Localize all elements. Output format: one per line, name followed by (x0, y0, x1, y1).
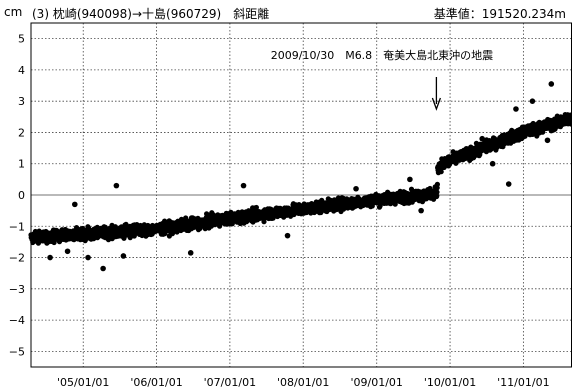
y-tick-label: −2 (9, 252, 25, 265)
baseline-length: 基準値：191520.234m (433, 7, 566, 21)
annotation-arrow-head (431, 97, 442, 111)
y-tick-label: 0 (18, 189, 25, 202)
y-tick-label: 1 (18, 158, 25, 171)
data-point (548, 81, 555, 87)
data-point (418, 207, 424, 214)
data-point (544, 137, 551, 144)
data-point (513, 106, 519, 112)
y-tick-label: 3 (18, 95, 25, 108)
y-tick-label: −4 (9, 314, 25, 327)
y-tick-label: 4 (18, 64, 25, 77)
station-info: (3) 枕崎(940098)→十島(960729) 斜距離 (32, 7, 270, 21)
y-tick-label: −1 (9, 220, 25, 233)
data-point (120, 253, 127, 259)
data-point (240, 182, 247, 189)
y-tick-label: −3 (9, 283, 25, 296)
y-tick-label: 2 (18, 126, 25, 139)
data-point (113, 182, 120, 189)
x-tick-label: '11/01/01 (497, 376, 549, 389)
y-tick-label: −5 (9, 345, 25, 358)
data-point (407, 176, 413, 183)
data-point (284, 232, 291, 239)
data-point (47, 254, 53, 261)
data-point (100, 265, 106, 272)
x-tick-label: '08/01/01 (277, 376, 329, 389)
y-tick-label: 5 (18, 33, 25, 46)
axes: 5 4 3 2 1 0 −1 −2 −3 −4 −5 '05/01/01 '06/01/01 '07/01… (9, 22, 572, 389)
data-points (28, 81, 572, 272)
data-point (71, 201, 78, 208)
x-tick-label: '06/01/01 (130, 376, 182, 389)
x-tick-label: '05/01/01 (57, 376, 109, 389)
unit-label: cm (4, 5, 23, 19)
grid (31, 23, 572, 367)
data-point (489, 160, 496, 167)
data-point (187, 250, 194, 256)
data-point (505, 181, 512, 187)
data-point (64, 248, 71, 255)
data-point-cloud (28, 112, 572, 246)
annotation-text: 2009/10/30 M6.8 奄美大島北東沖の地震 (271, 48, 493, 62)
x-tick-label: '09/01/01 (351, 376, 403, 389)
data-point (529, 98, 536, 104)
data-point (353, 185, 359, 192)
data-point (85, 254, 91, 261)
data-point (479, 135, 486, 142)
earthquake-annotation: 2009/10/30 M6.8 奄美大島北東沖の地震 (271, 48, 493, 111)
x-tick-label: '10/01/01 (424, 376, 476, 389)
x-tick-label: '07/01/01 (204, 376, 256, 389)
